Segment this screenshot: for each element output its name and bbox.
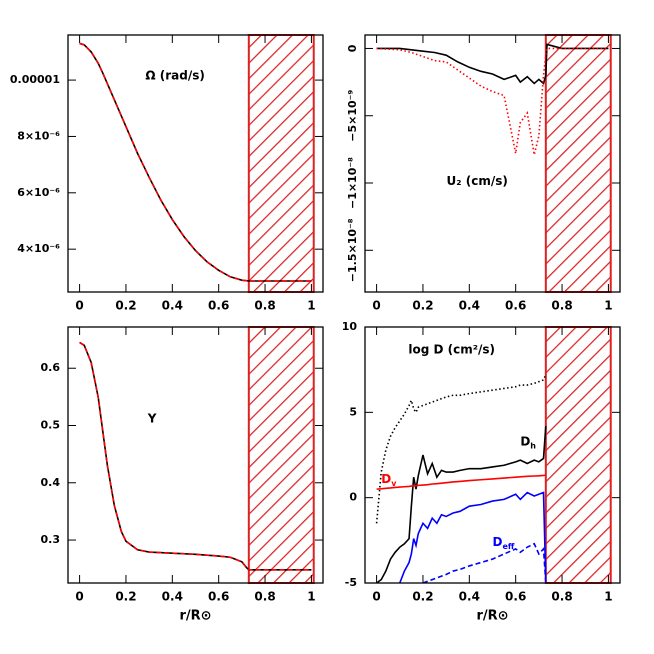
x-axis-label: r/R⊙ [476, 609, 508, 624]
y-tick-label: 0.00001 [10, 73, 60, 86]
annotation-text: D [493, 535, 503, 549]
plot-lines [79, 341, 312, 571]
series-line [399, 491, 547, 583]
y-tick-label: 0.5 [41, 419, 61, 432]
plot-lines [79, 42, 312, 282]
y-tick-label: 4×10⁻⁶ [17, 242, 60, 255]
annotation-sub: v [391, 478, 397, 487]
shaded-region [247, 34, 315, 293]
y-tick-label: 0.6 [41, 361, 61, 374]
y-tick-label: 0 [349, 491, 357, 504]
x-tick-label: 0.2 [412, 299, 433, 313]
y-tick-label: 6×10⁻⁶ [17, 186, 60, 199]
annotation-sub: h [530, 441, 536, 450]
series-line [375, 374, 547, 524]
y-tick-label: 8×10⁻⁶ [17, 129, 60, 142]
x-tick-label: 0.8 [551, 299, 572, 313]
x-axis-label: r/R⊙ [179, 609, 211, 624]
series-line [376, 474, 546, 490]
shaded-region [544, 326, 612, 584]
x-tick-label: 0.6 [505, 590, 526, 604]
x-tick-label: 0.6 [208, 299, 229, 313]
series-line [376, 425, 547, 583]
x-tick-label: 0.4 [162, 299, 183, 313]
y-tick-label: −1.5×10⁻⁸ [346, 218, 359, 282]
annotation: Dv [381, 471, 397, 487]
x-tick-label: 0 [75, 299, 83, 313]
x-tick-label: 0.4 [459, 590, 480, 604]
x-tick-label: 0.8 [254, 590, 275, 604]
y-tick-label: −5×10⁻⁹ [346, 90, 359, 142]
annotation: Deff [493, 535, 515, 551]
x-tick-label: 0.2 [115, 299, 136, 313]
plot-lines [376, 43, 609, 155]
annotation-text: D [381, 471, 391, 485]
y-tick-label: 0.4 [41, 476, 61, 489]
plot-frame [364, 34, 621, 293]
y-tick-label: 10 [342, 320, 358, 333]
series-line [79, 42, 312, 282]
x-tick-label: 0.6 [208, 590, 229, 604]
x-tick-label: 0.8 [254, 299, 275, 313]
x-tick-label: 0 [75, 590, 83, 604]
x-tick-label: 1 [604, 299, 612, 313]
annotation-text: D [520, 434, 530, 448]
x-tick-label: 0.8 [551, 590, 572, 604]
plot-frame [67, 326, 324, 584]
shaded-region [544, 34, 612, 293]
x-tick-label: 0.2 [115, 590, 136, 604]
y-tick-label: 0.3 [41, 533, 61, 546]
x-tick-label: 0.4 [162, 590, 183, 604]
panel-title: U₂ (cm/s) [447, 174, 508, 188]
series-line [376, 47, 609, 155]
annotation: Dh [520, 434, 536, 450]
panel-title: Y [147, 412, 157, 426]
x-tick-label: 0.4 [459, 299, 480, 313]
panel-title: Ω (rad/s) [145, 69, 204, 83]
x-tick-label: 1 [604, 590, 612, 604]
x-tick-label: 0.6 [505, 299, 526, 313]
x-tick-label: 1 [307, 590, 315, 604]
shaded-region [247, 326, 315, 584]
x-tick-label: 0.2 [412, 590, 433, 604]
y-tick-label: -5 [345, 576, 357, 589]
plot-frame [364, 326, 621, 584]
series-line [422, 542, 547, 583]
x-tick-label: 0 [372, 299, 380, 313]
annotation-sub: eff [502, 542, 514, 551]
panel-title: log D (cm²/s) [408, 343, 495, 357]
series-line [79, 341, 312, 571]
y-tick-label: −1×10⁻⁸ [346, 157, 359, 209]
plot-lines [375, 374, 547, 583]
y-tick-label: 5 [349, 405, 357, 418]
plot-frame [67, 34, 324, 293]
series-line [376, 43, 609, 85]
x-tick-label: 0 [372, 590, 380, 604]
x-tick-label: 1 [307, 299, 315, 313]
y-tick-label: 0 [346, 44, 359, 52]
